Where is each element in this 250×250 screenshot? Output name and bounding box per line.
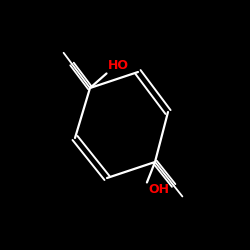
Text: HO: HO	[108, 60, 128, 72]
Text: OH: OH	[148, 184, 169, 196]
